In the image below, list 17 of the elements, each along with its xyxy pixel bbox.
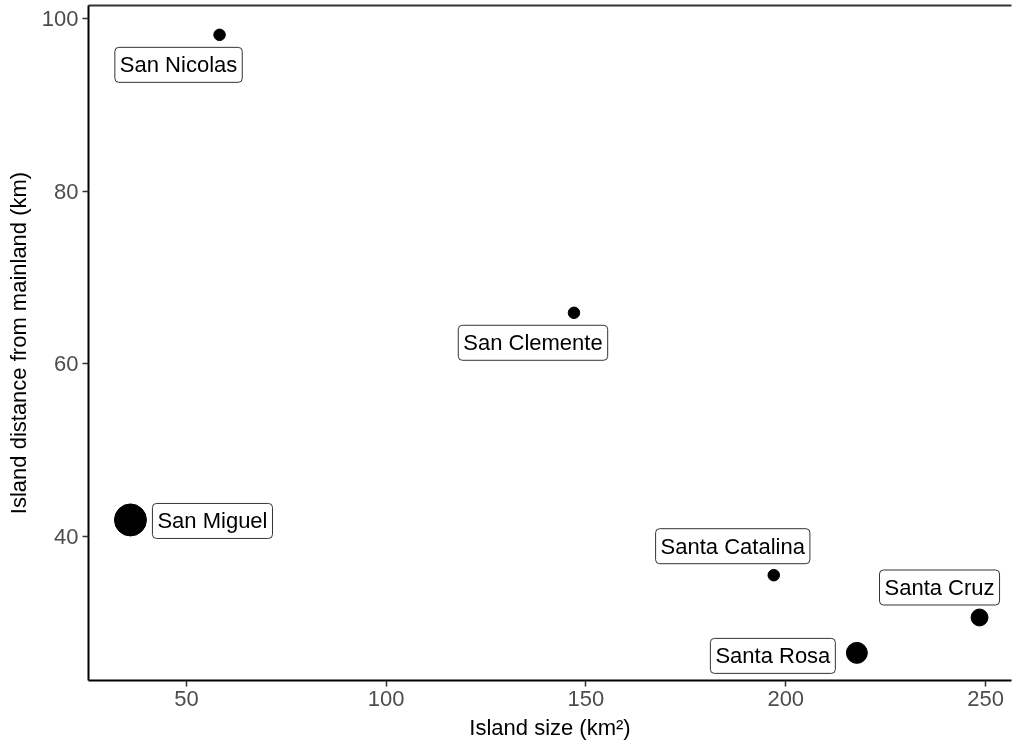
x-tick-label: 50 <box>174 685 199 711</box>
annotation: Santa Catalina <box>660 533 806 559</box>
x-tick-label: 200 <box>767 685 805 711</box>
x-tick-label: 100 <box>367 685 405 711</box>
annotation: San Nicolas <box>119 52 238 78</box>
y-tick-label: 80 <box>54 178 79 204</box>
annotation: San Clemente <box>463 330 603 356</box>
x-tick-label: 150 <box>567 685 605 711</box>
x-axis-title: Island size (km²) <box>469 714 631 740</box>
annotation: San Miguel <box>157 508 268 534</box>
annotation: Santa Cruz <box>884 574 995 600</box>
y-tick-label: 60 <box>54 351 79 377</box>
y-axis-title: Island distance from mainland (km) <box>5 171 31 515</box>
y-tick-label: 100 <box>41 5 79 31</box>
annotation: Santa Rosa <box>715 643 832 669</box>
y-tick-label: 40 <box>54 523 79 549</box>
x-tick-label: 250 <box>967 685 1004 711</box>
